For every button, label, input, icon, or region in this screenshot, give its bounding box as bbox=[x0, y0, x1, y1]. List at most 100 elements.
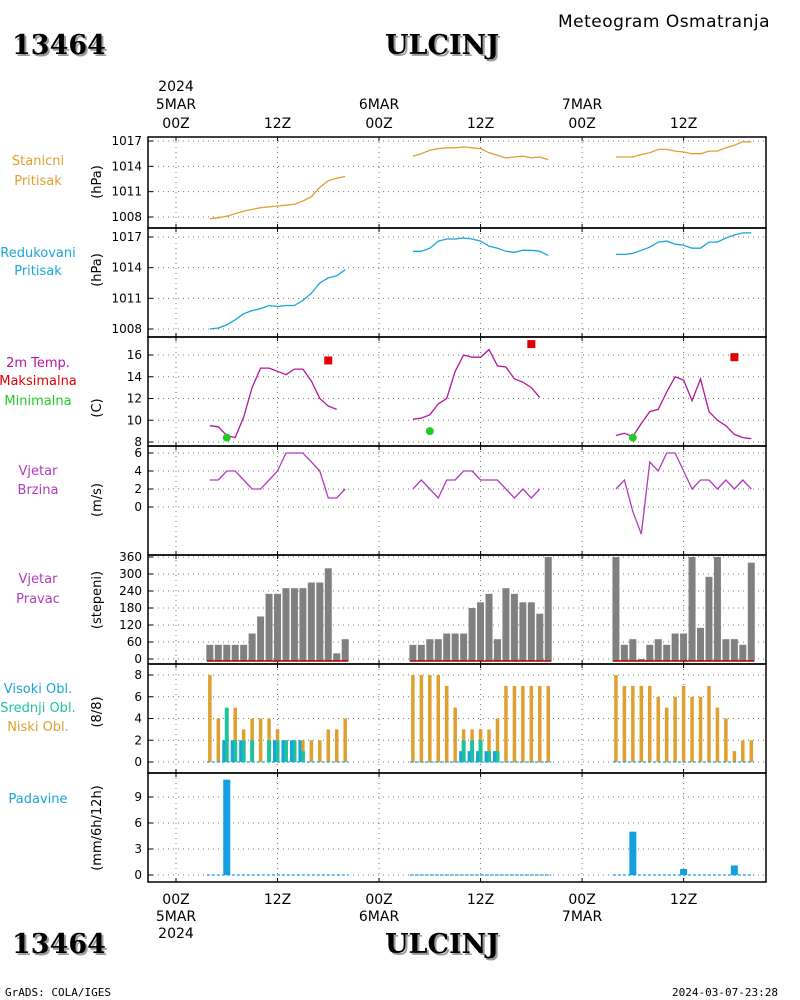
wind-direction-bar bbox=[417, 644, 425, 661]
pressure_station-ytick-label: 1011 bbox=[111, 185, 142, 199]
precipitation-bar bbox=[223, 779, 231, 875]
cloud-bar bbox=[459, 751, 463, 762]
time-year-bottom: 2024 bbox=[158, 926, 194, 942]
pressure_reduced-ytick-label: 1008 bbox=[111, 322, 142, 336]
cloud-bar bbox=[487, 751, 492, 762]
cloud-bar bbox=[664, 707, 669, 762]
cloud_cover-label: Niski Obl. bbox=[7, 720, 69, 735]
temperature-ytick-label: 10 bbox=[127, 413, 142, 427]
cloud-bar bbox=[241, 740, 246, 762]
wind-direction-bar bbox=[316, 582, 324, 661]
wind-direction-bar bbox=[206, 644, 214, 661]
precipitation-ylabel: (mm/6h/12h) bbox=[90, 785, 105, 871]
wind-direction-bar bbox=[536, 613, 544, 661]
temperature-ytick-label: 16 bbox=[127, 348, 142, 362]
pressure_station-ylabel: (hPa) bbox=[90, 165, 105, 199]
cloud_cover-label: Visoki Obl. bbox=[4, 682, 72, 697]
cloud-bar bbox=[453, 707, 457, 762]
cloud-bar bbox=[419, 675, 424, 762]
wind-direction-bar bbox=[510, 593, 518, 661]
cloud-bar bbox=[273, 740, 277, 762]
wind_direction-ytick-label: 360 bbox=[119, 550, 142, 564]
cloud-bar bbox=[267, 740, 272, 762]
wind_direction-ytick-label: 300 bbox=[119, 567, 142, 581]
wind-direction-bar bbox=[544, 557, 552, 661]
wind-direction-bar bbox=[671, 633, 679, 661]
time-day-label-top: 7MAR bbox=[562, 97, 603, 113]
pressure_station-ytick-label: 1014 bbox=[111, 159, 142, 173]
wind-direction-bar bbox=[426, 639, 434, 661]
temperature-frame bbox=[147, 336, 767, 447]
wind_speed-line bbox=[209, 452, 752, 535]
wind-direction-bar bbox=[527, 602, 535, 661]
time-hour-label-bottom: 00Z bbox=[162, 892, 189, 908]
time-hour-label-bottom: 12Z bbox=[670, 892, 697, 908]
pressure_reduced-label: Redukovani bbox=[0, 246, 75, 261]
cloud-bar bbox=[484, 751, 488, 762]
temperature-ylabel: (C) bbox=[90, 398, 105, 417]
time-hour-label-top: 12Z bbox=[467, 116, 494, 132]
wind-direction-bar bbox=[214, 644, 222, 661]
wind-direction-bar bbox=[612, 557, 620, 661]
cloud-bar bbox=[681, 685, 686, 762]
wind_direction-ytick-label: 0 bbox=[134, 652, 142, 666]
cloud-bar bbox=[208, 675, 212, 762]
time-hour-label-bottom: 12Z bbox=[264, 892, 291, 908]
wind_direction-label: Vjetar bbox=[19, 572, 59, 587]
wind_speed-ytick-label: 4 bbox=[134, 464, 142, 478]
wind_direction-label: Pravac bbox=[16, 592, 60, 607]
pressure_station-label: Pritisak bbox=[14, 174, 62, 189]
wind_speed-frame bbox=[147, 445, 767, 556]
precipitation-label: Padavine bbox=[9, 792, 68, 807]
time-day-label-bottom: 6MAR bbox=[359, 909, 400, 925]
cloud-bar bbox=[546, 685, 550, 762]
cloud-bar bbox=[250, 740, 255, 762]
temperature-ytick-label: 8 bbox=[134, 435, 142, 449]
min-temp-marker bbox=[222, 433, 231, 442]
cloud-bar bbox=[538, 685, 542, 762]
wind_direction-ylabel: (stepeni) bbox=[90, 571, 105, 629]
cloud-bar bbox=[216, 718, 221, 762]
wind-direction-bar bbox=[519, 602, 527, 661]
time-day-label-bottom: 5MAR bbox=[156, 909, 197, 925]
cloud_cover-ytick-label: 8 bbox=[134, 668, 142, 682]
precipitation-bar bbox=[730, 865, 738, 875]
wind_direction-ytick-label: 240 bbox=[119, 584, 142, 598]
cloud-bar bbox=[289, 740, 293, 762]
wind-direction-bar bbox=[248, 633, 256, 661]
wind-direction-bar bbox=[257, 616, 265, 661]
wind-direction-bar bbox=[231, 644, 239, 661]
pressure_reduced-ylabel: (hPa) bbox=[90, 253, 105, 287]
temperature-line bbox=[209, 348, 752, 440]
time-year-top: 2024 bbox=[158, 79, 194, 95]
time-hour-label-top: 12Z bbox=[264, 116, 291, 132]
cloud-bar bbox=[326, 729, 331, 762]
cloud-bar bbox=[476, 751, 480, 762]
cloud-bar bbox=[239, 740, 243, 762]
cloud-bar bbox=[478, 740, 483, 762]
wind_speed-ytick-label: 6 bbox=[134, 446, 142, 460]
max-temp-marker bbox=[730, 353, 739, 362]
wind-direction-bar bbox=[223, 644, 231, 661]
station-name-top: ULCINJ bbox=[385, 30, 500, 61]
station-name-bottom: ULCINJ bbox=[385, 929, 500, 960]
pressure_station-label: Stanicni bbox=[12, 154, 64, 169]
time-hour-label-top: 00Z bbox=[568, 116, 595, 132]
cloud-bar bbox=[334, 729, 339, 762]
wind-direction-bar bbox=[730, 639, 738, 661]
cloud-bar bbox=[741, 740, 745, 762]
cloud-bar bbox=[224, 707, 229, 762]
cloud-bar bbox=[436, 675, 441, 762]
time-hour-label-top: 00Z bbox=[365, 116, 392, 132]
cloud-bar bbox=[614, 675, 618, 762]
footer-timestamp: 2024-03-07-23:28 bbox=[672, 986, 778, 999]
cloud-bar bbox=[715, 707, 720, 762]
cloud-bar bbox=[222, 740, 226, 762]
precipitation-bar bbox=[680, 868, 688, 875]
cloud-bar bbox=[343, 718, 347, 762]
time-day-label-top: 6MAR bbox=[359, 97, 400, 113]
min-temp-marker bbox=[628, 433, 637, 442]
precipitation-ytick-label: 0 bbox=[134, 868, 142, 882]
cloud-bar bbox=[233, 707, 237, 762]
product-title: Meteogram Osmatranja bbox=[558, 12, 771, 32]
